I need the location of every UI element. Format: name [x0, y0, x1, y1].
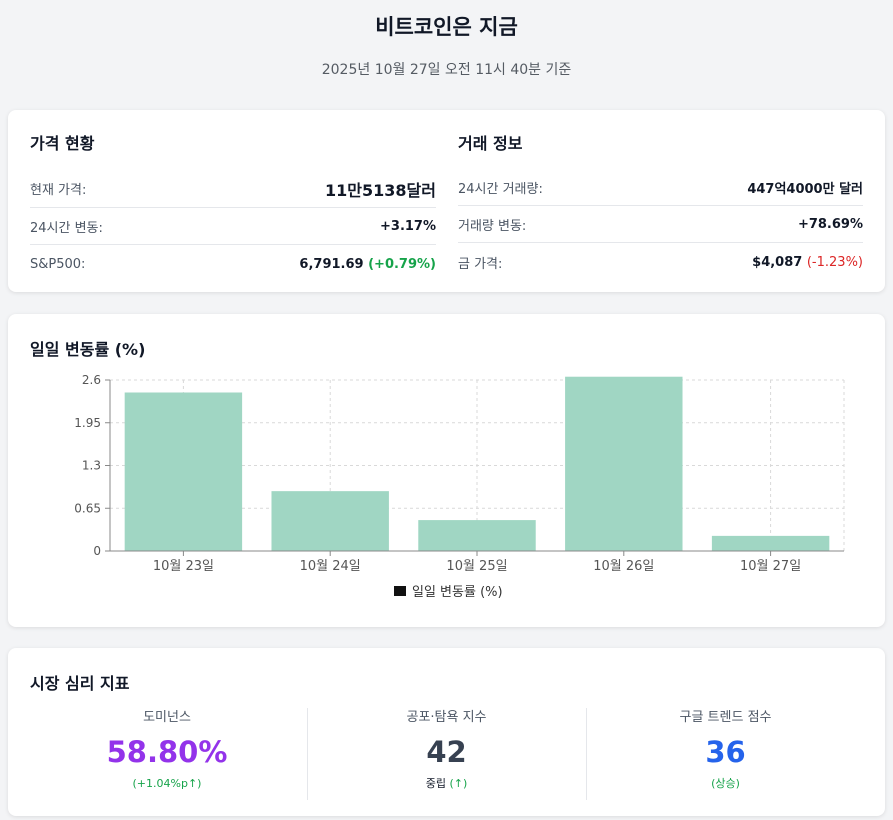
x-tick-label: 10월 24일	[300, 559, 361, 574]
current-price-label: 현재 가격:	[30, 183, 87, 198]
bar-5	[711, 535, 830, 551]
trade-info-title: 거래 정보	[458, 134, 523, 153]
x-tick-label: 10월 23일	[153, 559, 214, 574]
legend-label: 일일 변동률 (%)	[412, 585, 503, 600]
fear-greed-label: 공포·탐욕 지수	[406, 710, 487, 725]
page-title: 비트코인은 지금	[375, 15, 518, 39]
y-tick-label: 0	[93, 544, 101, 558]
sp500-label: S&P500:	[30, 256, 86, 272]
sp500-value-wrap: 6,791.69 (+0.79%)	[299, 257, 436, 272]
google-trend-metric: 구글 트렌드 점수 36 (상승)	[586, 708, 864, 800]
fear-greed-value: 42	[426, 735, 467, 769]
trade-info-section: 거래 정보 24시간 거래량: 447억4000만 달러 거래량 변동: +78…	[458, 132, 863, 281]
volume-change-value: +78.69%	[797, 216, 863, 232]
bar-3	[418, 520, 536, 551]
chart-title: 일일 변동률 (%)	[30, 340, 146, 359]
sp500-row: S&P500: 6,791.69 (+0.79%)	[30, 245, 436, 283]
volume-value: 447억4000만 달러	[747, 182, 863, 197]
bar-1	[124, 392, 243, 551]
y-tick-label: 2.6	[82, 373, 101, 387]
y-tick-label: 1.3	[82, 459, 101, 473]
x-tick-label: 10월 26일	[593, 559, 654, 574]
google-trend-value: 36	[705, 735, 746, 769]
google-trend-change: (상승)	[711, 777, 740, 790]
bar-4	[565, 376, 683, 551]
bar-2	[271, 491, 389, 551]
volume-change-row: 거래량 변동: +78.69%	[458, 206, 863, 243]
volume-row: 24시간 거래량: 447억4000만 달러	[458, 170, 863, 206]
gold-change: (-1.23%)	[806, 254, 863, 270]
fear-greed-metric: 공포·탐욕 지수 42 중립 (↑)	[307, 708, 585, 800]
gold-row: 금 가격: $4,087 (-1.23%)	[458, 243, 863, 281]
y-tick-label: 1.95	[74, 416, 101, 430]
timestamp: 2025년 10월 27일 오전 11시 40분 기준	[321, 62, 572, 78]
google-trend-label: 구글 트렌드 점수	[679, 710, 772, 725]
current-price-row: 현재 가격: 11만5138달러	[30, 170, 436, 208]
gold-value: $4,087	[752, 254, 803, 270]
chart-card: 일일 변동률 (%) 0 0.65 1.3 1.95 2.6 10월 23일 10월 24일…	[8, 314, 885, 627]
y-tick-label: 0.65	[74, 501, 101, 515]
change-24h-value: +3.17%	[380, 218, 436, 234]
legend-swatch	[394, 586, 406, 596]
volume-change-label: 거래량 변동:	[458, 218, 527, 234]
sentiment-title: 시장 심리 지표	[30, 674, 130, 693]
change-24h-label: 24시간 변동:	[30, 220, 103, 236]
gold-label: 금 가격:	[458, 256, 503, 272]
dominance-label: 도미넌스	[143, 710, 191, 725]
change-24h-row: 24시간 변동: +3.17%	[30, 208, 436, 245]
page-header: 비트코인은 지금 2025년 10월 27일 오전 11시 40분 기준	[0, 0, 893, 80]
fear-greed-trend: (↑)	[449, 777, 468, 790]
current-price-value: 11만5138달러	[325, 180, 436, 200]
x-tick-label: 10월 25일	[446, 559, 507, 574]
sp500-value: 6,791.69	[299, 256, 364, 272]
fear-greed-sub: 중립 (↑)	[308, 774, 585, 794]
gold-value-wrap: $4,087 (-1.23%)	[752, 255, 863, 270]
dominance-change: (+1.04%p↑)	[132, 777, 202, 790]
summary-card: 가격 현황 현재 가격: 11만5138달러 24시간 변동: +3.17% S…	[8, 110, 885, 292]
volume-label: 24시간 거래량:	[458, 182, 543, 197]
x-tick-label: 10월 27일	[740, 559, 801, 574]
fear-greed-state: 중립	[425, 777, 446, 790]
dominance-value: 58.80%	[106, 735, 228, 769]
sp500-change: (+0.79%)	[368, 256, 436, 272]
sentiment-card: 시장 심리 지표 도미넌스 58.80% (+1.04%p↑) 공포·탐욕 지수…	[8, 648, 885, 816]
dominance-metric: 도미넌스 58.80% (+1.04%p↑)	[28, 708, 306, 800]
price-status-title: 가격 현황	[30, 134, 95, 153]
daily-change-chart: 0 0.65 1.3 1.95 2.6 10월 23일 10월 24일 10월 25일 10월 …	[74, 373, 845, 600]
price-status-section: 가격 현황 현재 가격: 11만5138달러 24시간 변동: +3.17% S…	[30, 132, 436, 283]
